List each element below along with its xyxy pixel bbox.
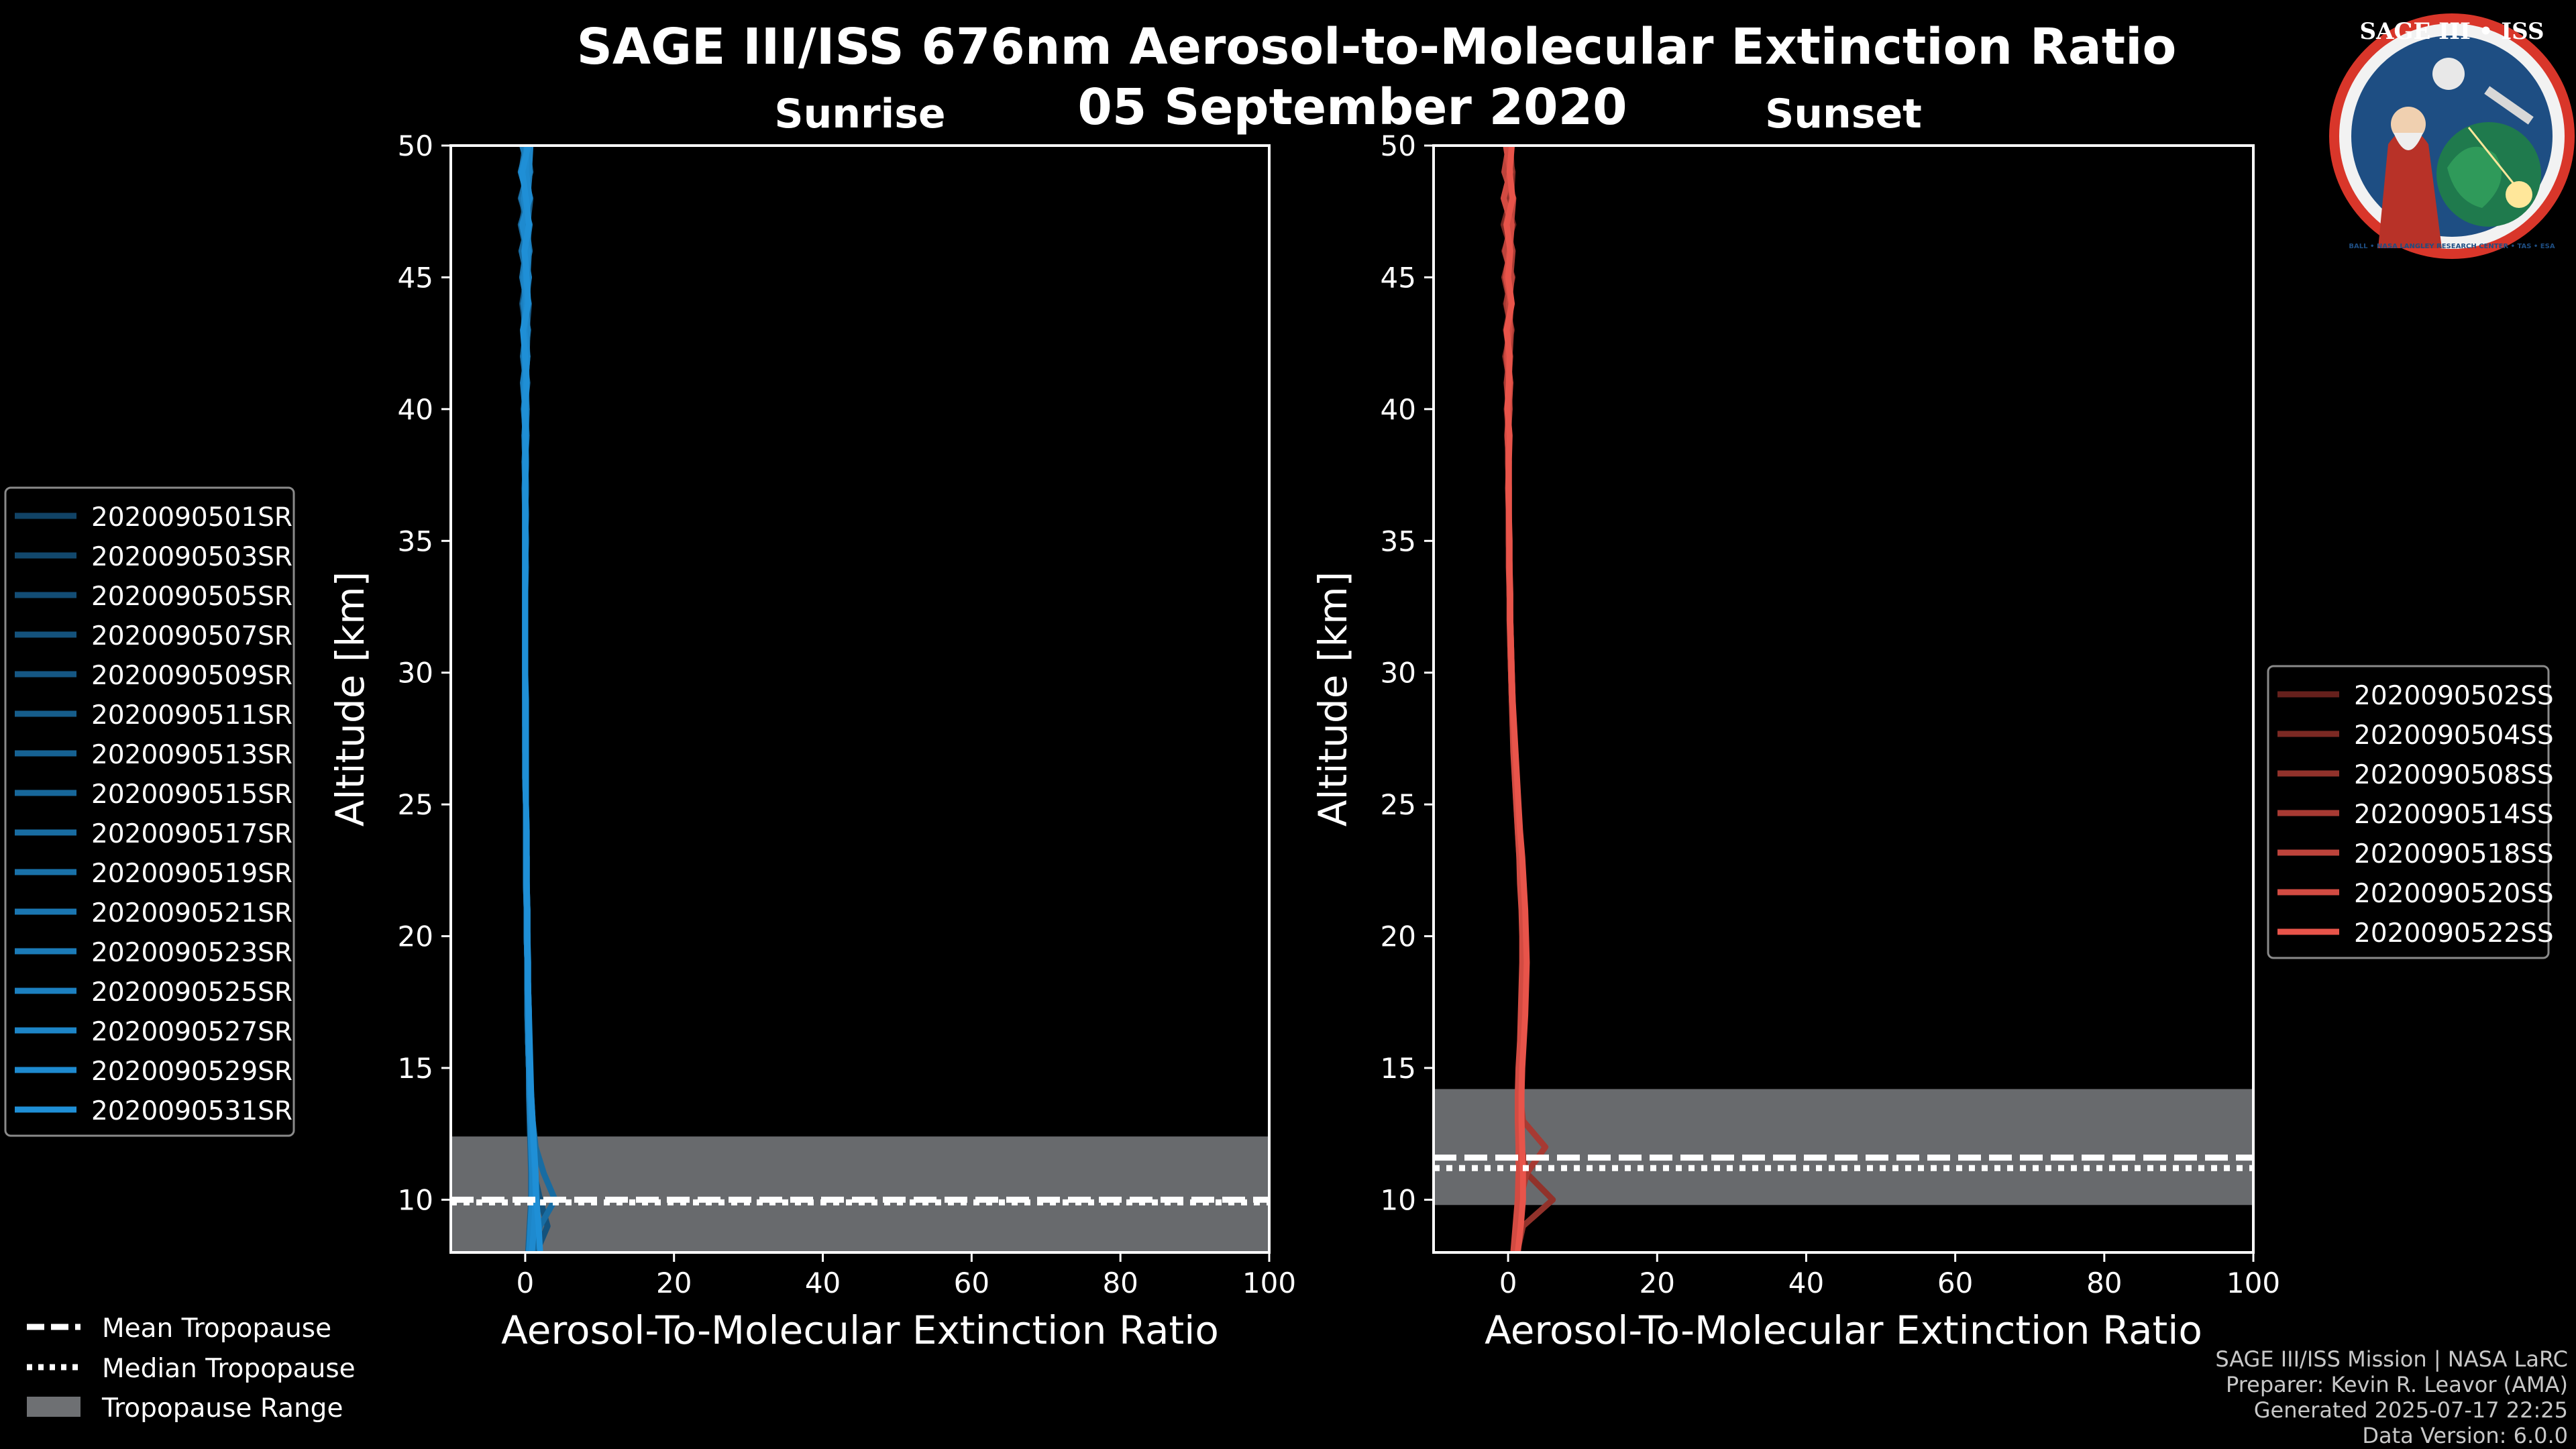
x-tick-label: 80 (2086, 1267, 2122, 1299)
legend-label: 2020090503SR (91, 542, 292, 572)
credit-line: SAGE III/ISS Mission | NASA LaRC (2215, 1346, 2568, 1372)
y-tick-label: 35 (398, 525, 433, 557)
y-tick-label: 15 (398, 1052, 433, 1085)
x-tick-label: 20 (1640, 1267, 1675, 1299)
legend-label: 2020090523SR (91, 938, 292, 968)
legend-label: 2020090525SR (91, 977, 292, 1008)
legend-box (2267, 665, 2550, 959)
legend-label: 2020090522SS (2354, 918, 2554, 949)
credit-line: Data Version: 6.0.0 (2362, 1423, 2568, 1448)
sunrise-panel: 0 20 40 60 80 100 10 15 20 25 30 35 40 45 50 Aerosol-To… (327, 129, 1296, 1353)
y-tick-label: 50 (1381, 129, 1416, 162)
legend-label: 2020090517SR (91, 819, 292, 849)
legend-label: 2020090515SR (91, 780, 292, 810)
credit-line: Preparer: Kevin R. Leavor (AMA) (2226, 1372, 2568, 1397)
legend-label: 2020090501SR (91, 502, 292, 533)
y-tick-label: 45 (1381, 261, 1416, 294)
legend-label: 2020090511SR (91, 700, 292, 731)
x-tick-label: 60 (1937, 1267, 1973, 1299)
y-tick-label: 45 (398, 261, 433, 294)
profile-line-2020090522SS (1503, 146, 1530, 1252)
legend-label: 2020090527SR (91, 1017, 292, 1047)
tropopause-legend: Mean Tropopause Median Tropopause Tropop… (27, 1313, 356, 1424)
figure-title: SAGE III/ISS 676nm Aerosol-to-Molecular … (577, 18, 2177, 76)
plot-frame (449, 144, 1271, 1254)
y-tick-label: 35 (1381, 525, 1416, 557)
sunrise-panel-title: Sunrise (774, 91, 945, 138)
sunrise-legend: 2020090501SR 2020090503SR 2020090505SR 2020… (4, 486, 295, 1137)
x-tick-label: 100 (1242, 1267, 1296, 1299)
legend-label: 2020090504SS (2354, 720, 2554, 751)
x-axis-label: Aerosol-To-Molecular Extinction Ratio (1485, 1307, 2202, 1353)
figure-subtitle: 05 September 2020 (1077, 78, 1627, 136)
tropopause-range-label: Tropopause Range (101, 1393, 343, 1424)
sunset-panel: 0 20 40 60 80 100 10 15 20 25 30 35 40 45 50 Aerosol-To… (1310, 129, 2280, 1353)
y-tick-label: 30 (398, 657, 433, 690)
x-tick-label: 60 (954, 1267, 989, 1299)
y-tick-label: 30 (1381, 657, 1416, 690)
profile-line-2020090531SR (519, 146, 543, 1252)
plot-area (1434, 146, 2253, 1252)
x-tick-label: 80 (1102, 1267, 1138, 1299)
y-tick-label: 20 (1381, 920, 1416, 953)
plot-frame (1432, 144, 2255, 1254)
sunset-panel-title: Sunset (1765, 91, 1922, 138)
x-tick-label: 20 (656, 1267, 692, 1299)
y-tick-label: 50 (398, 129, 433, 162)
y-axis-label: Altitude [km] (327, 572, 373, 826)
legend-label: 2020090508SS (2354, 760, 2554, 790)
legend-label: 2020090505SR (91, 582, 292, 612)
x-tick-label: 0 (1499, 1267, 1517, 1299)
legend-box (4, 486, 295, 1137)
sunset-legend: 2020090502SS 2020090504SS 2020090508SS 2020… (2267, 665, 2554, 959)
logo-label: SAGE III • ISS (2359, 18, 2544, 45)
tropopause-range-band (1434, 1089, 2253, 1205)
tropopause-range-band (451, 1136, 1269, 1252)
x-tick-label: 0 (517, 1267, 535, 1299)
credits: SAGE III/ISS Mission | NASA LaRC Prepare… (2215, 1346, 2568, 1448)
astronomer-figure-icon (2378, 129, 2442, 248)
legend-label: 2020090514SS (2354, 800, 2554, 830)
moon-icon (2432, 58, 2465, 90)
logo-ring-text: BALL • NASA LANGLEY RESEARCH CENTER • TA… (2349, 243, 2555, 250)
legend-label: 2020090509SR (91, 661, 292, 691)
y-tick-label: 20 (398, 920, 433, 953)
mean-tropopause-label: Mean Tropopause (102, 1313, 331, 1344)
y-tick-label: 40 (1381, 393, 1416, 426)
legend-label: 2020090507SR (91, 621, 292, 651)
y-tick-label: 10 (1381, 1183, 1416, 1216)
tropopause-range-swatch (27, 1397, 80, 1417)
legend-label: 2020090513SR (91, 740, 292, 770)
y-tick-label: 10 (398, 1183, 433, 1216)
x-axis-label: Aerosol-To-Molecular Extinction Ratio (501, 1307, 1219, 1353)
legend-label: 2020090519SR (91, 859, 292, 889)
y-axis-label: Altitude [km] (1310, 572, 1356, 826)
legend-label: 2020090520SS (2354, 879, 2554, 909)
x-tick-label: 40 (1788, 1267, 1824, 1299)
legend-label: 2020090518SS (2354, 839, 2554, 869)
legend-label: 2020090531SR (91, 1096, 292, 1126)
x-tick-label: 100 (2226, 1267, 2280, 1299)
y-tick-label: 15 (1381, 1052, 1416, 1085)
median-tropopause-label: Median Tropopause (102, 1354, 356, 1384)
legend-label: 2020090529SR (91, 1057, 292, 1087)
y-tick-label: 40 (398, 393, 433, 426)
credit-line: Generated 2025-07-17 22:25 (2254, 1397, 2568, 1423)
x-tick-label: 40 (805, 1267, 841, 1299)
sage-iii-iss-logo: SAGE III • ISS BALL • NASA LANGLEY RESEA… (2329, 13, 2575, 259)
plot-area (451, 146, 1269, 1252)
y-tick-label: 25 (398, 788, 433, 821)
legend-label: 2020090521SR (91, 898, 292, 928)
iss-icon (2484, 86, 2534, 125)
y-tick-label: 25 (1381, 788, 1416, 821)
legend-label: 2020090502SS (2354, 681, 2554, 711)
